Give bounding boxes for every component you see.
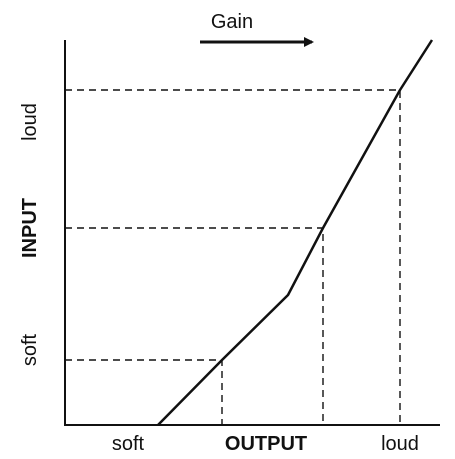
x-high-label: loud xyxy=(381,433,419,455)
dash-guide xyxy=(65,89,401,425)
axes xyxy=(64,40,440,426)
dash-guide xyxy=(65,227,324,425)
dash-guide xyxy=(65,359,223,425)
y-axis-label: INPUT xyxy=(19,198,41,258)
x-low-label: soft xyxy=(112,433,145,455)
y-low-label: soft xyxy=(19,333,41,366)
x-axis-label: OUTPUT xyxy=(225,433,307,455)
gain-label: Gain xyxy=(211,11,253,33)
y-high-label: loud xyxy=(19,103,41,141)
transfer-curve xyxy=(157,39,434,426)
